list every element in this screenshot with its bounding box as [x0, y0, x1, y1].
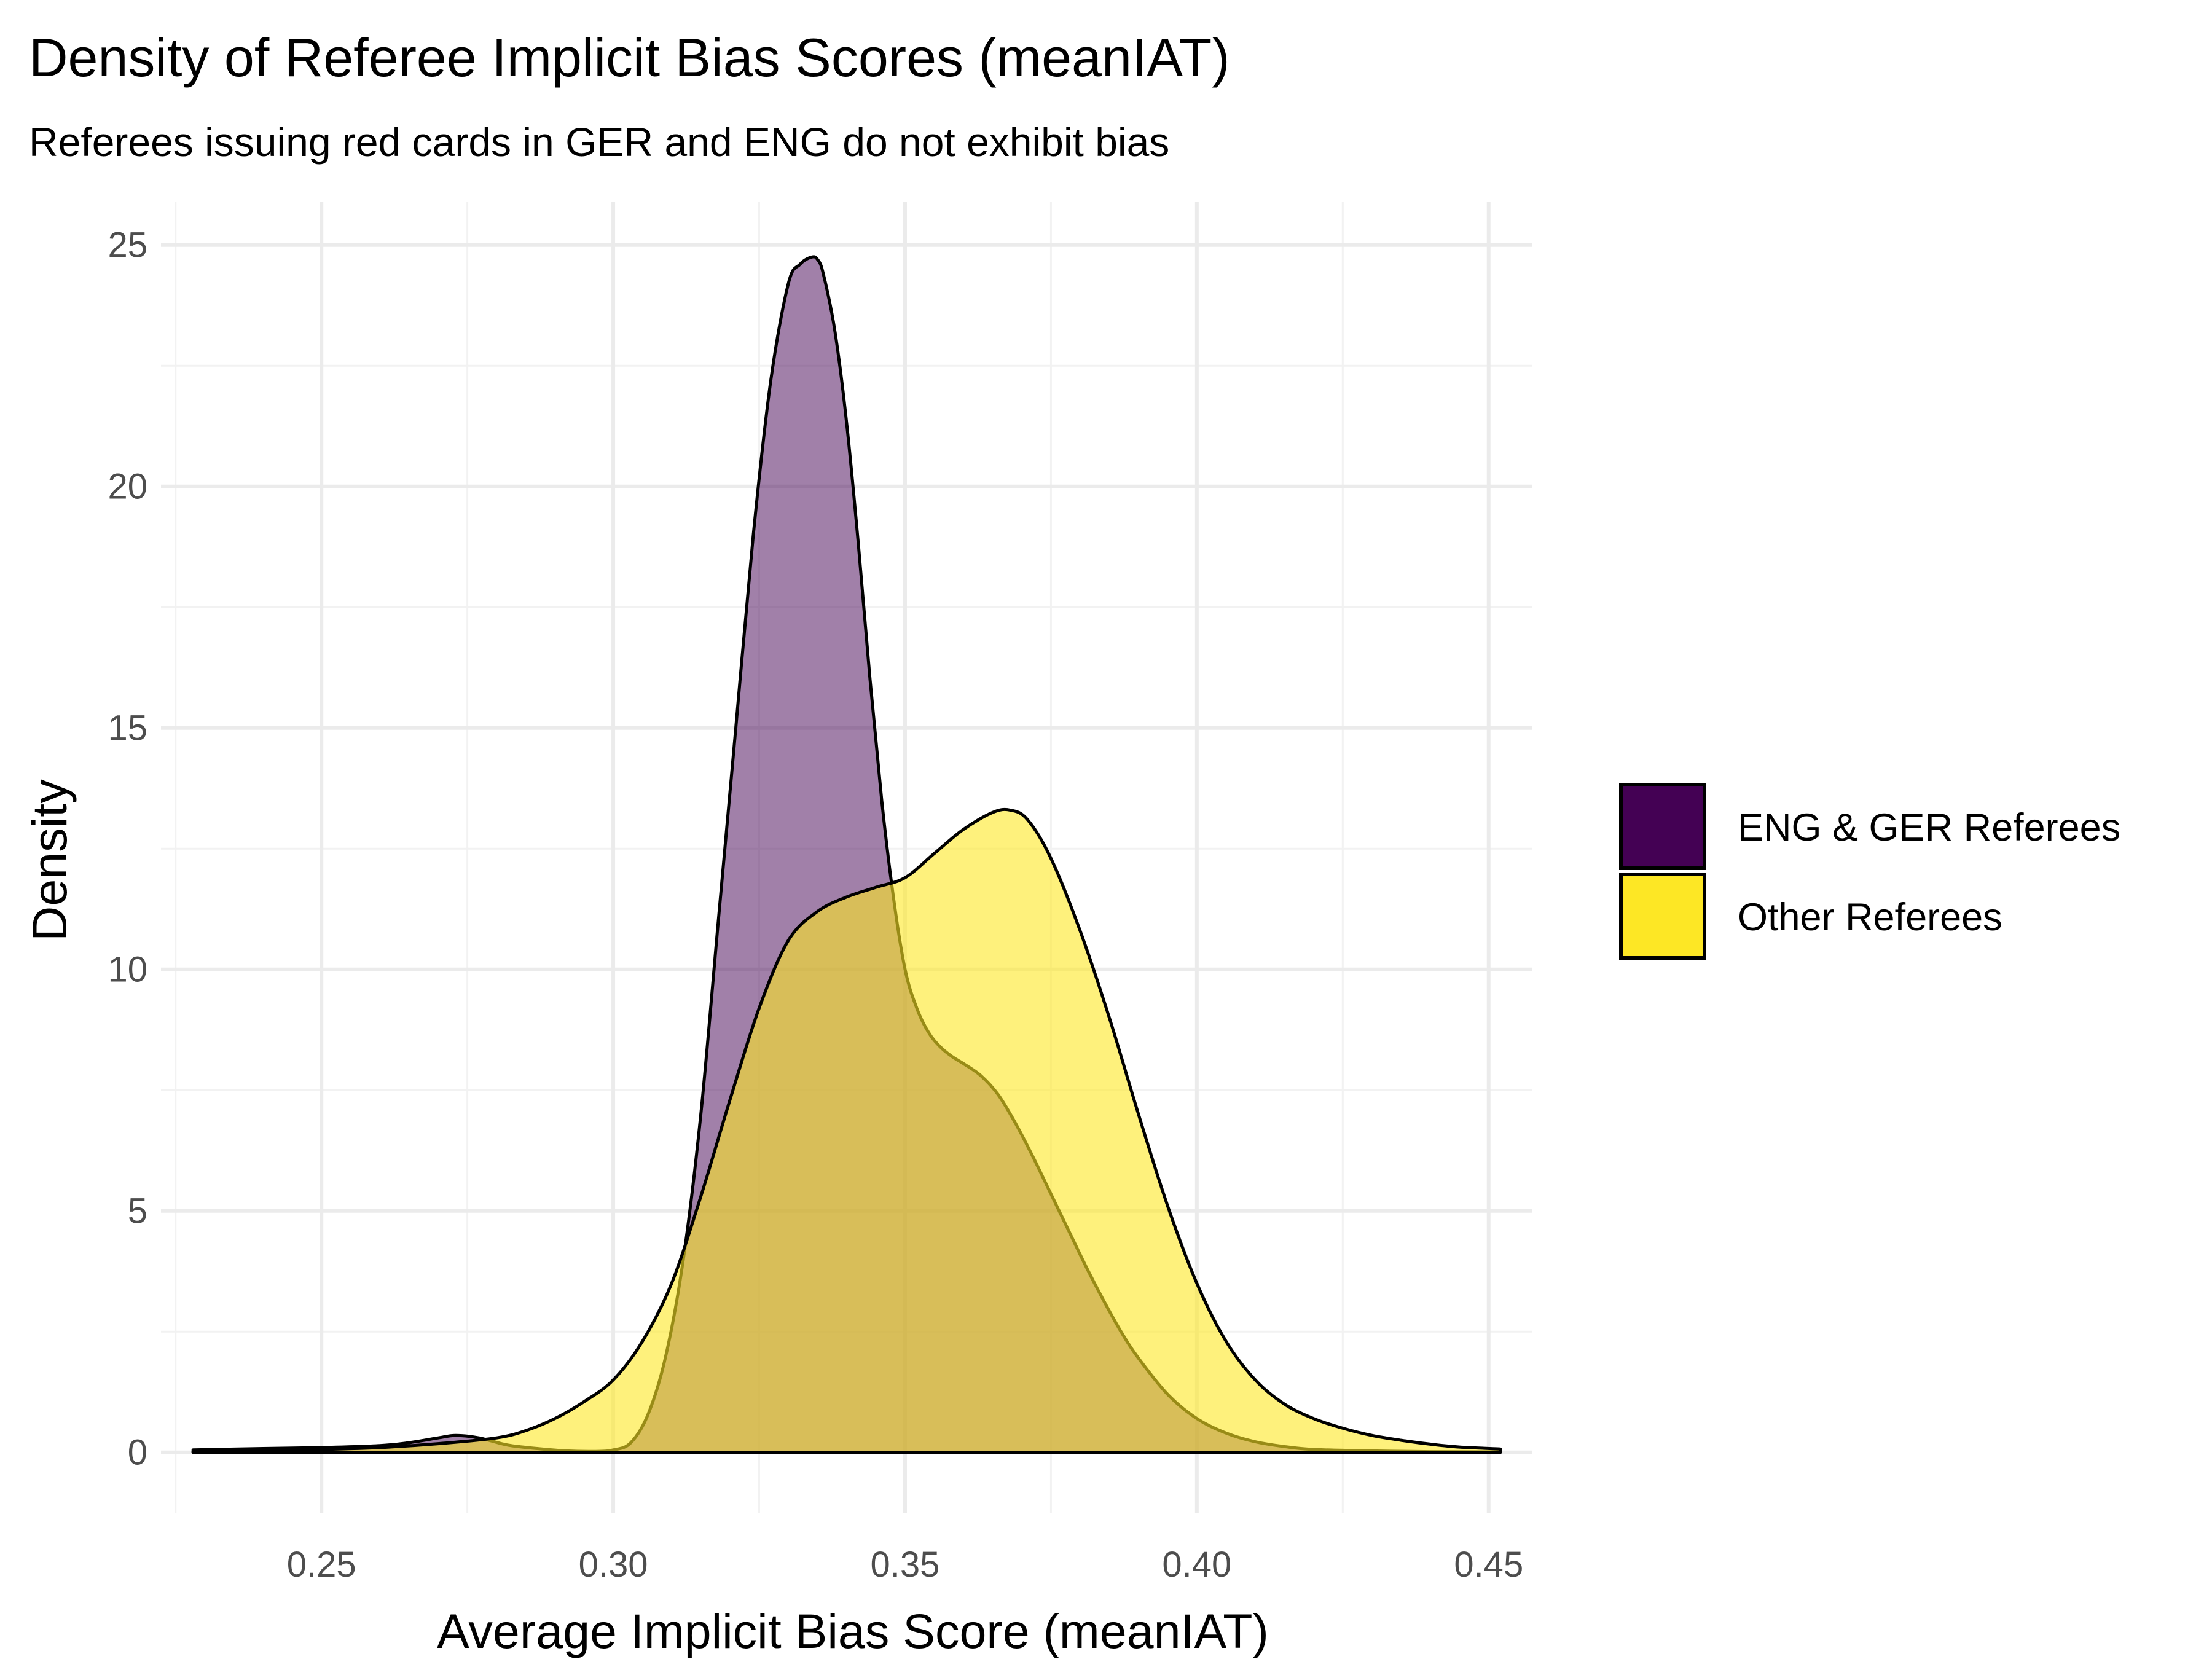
y-tick-label: 15 — [108, 708, 147, 748]
y-axis-title: Density — [22, 779, 77, 941]
x-axis-title: Average Implicit Bias Score (meanIAT) — [437, 1604, 1269, 1658]
chart-subtitle: Referees issuing red cards in GER and EN… — [29, 119, 1169, 165]
y-tick-label: 10 — [108, 950, 147, 990]
y-axis-tick-labels: 0 5 10 15 20 25 — [108, 226, 147, 1473]
density-areas — [191, 255, 1502, 1454]
y-tick-label: 5 — [128, 1191, 147, 1231]
legend: ENG & GER Referees Other Referees — [1619, 783, 2120, 960]
legend-key-eng-ger — [1619, 783, 1706, 870]
legend-label-eng-ger: ENG & GER Referees — [1738, 806, 2120, 849]
legend-label-other: Other Referees — [1738, 896, 2002, 939]
y-tick-label: 0 — [128, 1433, 147, 1473]
x-tick-label: 0.25 — [287, 1545, 356, 1585]
x-tick-label: 0.45 — [1454, 1545, 1523, 1585]
density-area-other — [191, 807, 1502, 1454]
y-tick-label: 25 — [108, 226, 147, 265]
x-tick-label: 0.35 — [871, 1545, 940, 1585]
x-axis-tick-labels: 0.25 0.30 0.35 0.40 0.45 — [287, 1545, 1523, 1585]
x-tick-label: 0.30 — [579, 1545, 648, 1585]
chart-title: Density of Referee Implicit Bias Scores … — [29, 27, 1230, 88]
x-tick-label: 0.40 — [1162, 1545, 1231, 1585]
legend-key-other — [1619, 873, 1706, 960]
y-tick-label: 20 — [108, 467, 147, 507]
